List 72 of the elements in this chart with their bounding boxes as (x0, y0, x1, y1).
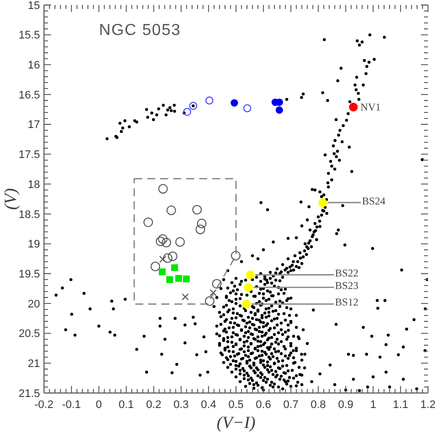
y-tick-label: 15 (28, 0, 40, 12)
x-tick-label: -0.1 (62, 399, 81, 411)
point (243, 104, 252, 112)
y-tick-label: 21 (28, 358, 40, 370)
point (166, 206, 176, 216)
point (171, 264, 178, 272)
point (244, 282, 253, 292)
y-tick-label: 18.5 (18, 208, 40, 221)
x-axis-title: (V−I) (216, 413, 256, 432)
point (158, 184, 168, 194)
point (192, 204, 202, 215)
point (175, 237, 185, 247)
annotation: BS23 (335, 281, 358, 292)
point (143, 217, 154, 228)
annotation: BS24 (362, 196, 386, 208)
point (212, 278, 222, 289)
point (166, 276, 174, 283)
point (168, 252, 178, 262)
point (158, 234, 168, 244)
x-tick-label: 1.1 (392, 399, 408, 411)
x-tick-label: 0.4 (200, 399, 216, 411)
x-tick-label: 0.2 (146, 399, 162, 411)
point (242, 300, 251, 308)
point (156, 236, 166, 246)
y-tick-label: 15.5 (18, 30, 40, 42)
point (189, 102, 198, 110)
point (230, 250, 241, 261)
text: NGC 5053 (99, 22, 181, 39)
point (159, 256, 166, 263)
annotation: NV1 (360, 102, 381, 114)
x-tick-label: 0.3 (173, 399, 189, 411)
y-tick-label: 21.5 (18, 388, 40, 400)
x-tick-label: 1 (370, 399, 376, 411)
point (205, 96, 214, 105)
point (204, 296, 214, 306)
point (158, 268, 166, 276)
point (276, 106, 284, 114)
x-tick-label: -0.2 (34, 399, 54, 411)
point (348, 102, 358, 112)
x-tick-label: 0.1 (118, 399, 134, 411)
y-axis-title: (V) (1, 188, 20, 210)
point (162, 238, 172, 248)
point (183, 108, 192, 116)
x-tick-label: 0.5 (228, 399, 244, 411)
point (230, 99, 238, 107)
point (246, 270, 255, 280)
x-tick-label: 0 (96, 399, 102, 411)
x-tick-label: 1.2 (420, 399, 436, 411)
point (175, 274, 182, 282)
y-tick-label: 16 (28, 60, 40, 72)
y-tick-label: 20.5 (18, 328, 40, 340)
x-tick-label: 0.9 (338, 399, 354, 411)
y-tick-label: 17 (28, 119, 40, 132)
point (182, 276, 190, 282)
point (318, 198, 328, 207)
point (162, 253, 173, 263)
annotation: BS22 (335, 268, 358, 280)
y-tick-label: 19.5 (18, 268, 40, 280)
x-tick-label: 0.6 (256, 399, 272, 411)
point (150, 262, 160, 272)
annotation: BS12 (335, 298, 358, 309)
x-tick-label: 0.7 (283, 399, 299, 411)
point (196, 224, 206, 234)
y-tick-label: 16.5 (18, 89, 40, 102)
point (210, 289, 217, 296)
y-tick-label: 18 (28, 178, 40, 191)
x-tick-label: 0.8 (310, 399, 326, 411)
y-tick-label: 20 (28, 298, 40, 310)
point (196, 218, 207, 228)
y-tick-label: 17.5 (18, 149, 40, 162)
point (182, 293, 189, 300)
y-tick-label: 19 (28, 238, 40, 251)
